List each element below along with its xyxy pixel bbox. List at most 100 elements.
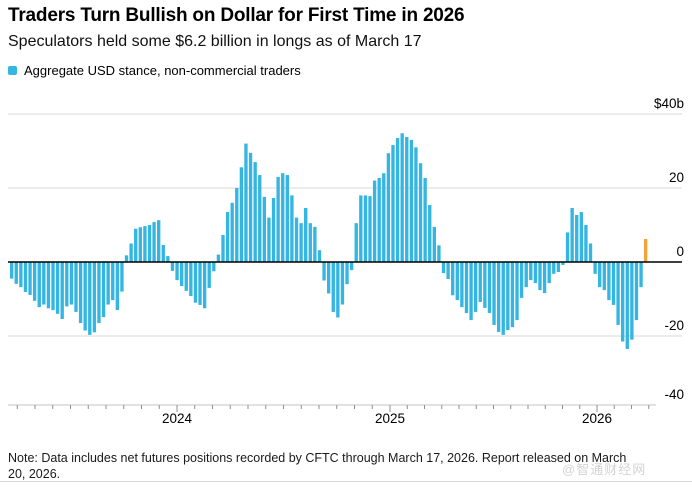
bar <box>198 262 202 305</box>
bottom-divider <box>0 481 692 482</box>
bar <box>515 262 519 321</box>
y-axis-label: -20 <box>664 318 684 333</box>
bar <box>216 254 221 262</box>
legend: Aggregate USD stance, non-commercial tra… <box>8 63 301 78</box>
bar <box>639 262 643 288</box>
y-axis-label: 20 <box>669 170 684 185</box>
bar <box>441 262 446 274</box>
bar <box>395 138 400 262</box>
bar <box>506 262 510 331</box>
bar <box>115 262 120 311</box>
bar <box>65 262 69 307</box>
bar <box>124 255 129 262</box>
bar <box>579 212 584 262</box>
bar <box>386 153 391 262</box>
bar <box>69 262 74 305</box>
bar <box>598 262 602 288</box>
bar <box>129 243 133 262</box>
bar <box>331 262 335 312</box>
bar <box>483 262 487 308</box>
bar <box>372 180 377 262</box>
bar <box>32 262 37 301</box>
bar <box>120 262 124 292</box>
bar <box>290 195 294 262</box>
legend-swatch-icon <box>8 66 17 75</box>
bar <box>538 262 542 291</box>
bar <box>51 262 55 311</box>
bar <box>19 262 23 288</box>
footer-note-line1: Note: Data includes net futures position… <box>8 451 627 465</box>
bar <box>487 262 492 314</box>
bar <box>101 262 106 318</box>
bar <box>276 176 280 262</box>
bar <box>285 175 289 262</box>
bar <box>134 228 138 262</box>
bar <box>23 262 28 292</box>
bar <box>207 262 211 288</box>
bar <box>55 262 60 314</box>
bar <box>37 262 41 308</box>
bar <box>258 175 262 262</box>
bar <box>561 262 565 265</box>
bar <box>423 178 427 262</box>
bar <box>170 262 175 271</box>
bar <box>437 245 441 262</box>
bar <box>221 234 225 262</box>
bar <box>492 262 496 325</box>
y-axis-label: $40b <box>654 96 684 111</box>
bar <box>414 147 418 262</box>
bar <box>625 262 629 349</box>
bar <box>391 145 395 262</box>
bar <box>363 195 368 262</box>
bar <box>92 262 97 333</box>
bar <box>460 262 464 308</box>
bar <box>524 262 528 288</box>
bar <box>621 262 625 342</box>
bar <box>262 196 267 262</box>
bar <box>299 223 303 262</box>
bar <box>189 262 193 297</box>
bar <box>179 262 184 287</box>
bar <box>340 262 345 305</box>
bar <box>529 262 533 281</box>
bar <box>78 262 83 324</box>
bar <box>267 217 271 262</box>
bar <box>382 173 386 262</box>
bar <box>175 262 179 281</box>
bar <box>510 262 515 328</box>
bar <box>451 262 455 296</box>
bar <box>157 220 161 262</box>
y-axis-label: -40 <box>664 387 684 402</box>
bar <box>630 262 634 340</box>
bar <box>248 152 253 262</box>
bar <box>336 262 340 318</box>
bar <box>501 262 505 335</box>
bar <box>455 262 459 301</box>
bar <box>519 262 524 298</box>
bar <box>138 227 142 262</box>
bar <box>552 262 556 274</box>
bar <box>322 262 326 281</box>
bar <box>235 188 239 262</box>
bar <box>304 207 308 262</box>
bar <box>547 262 551 284</box>
chart: 2024 2025 2026 $40b 20 0 -20 -40 <box>0 90 692 435</box>
bar <box>473 262 478 312</box>
bar <box>152 222 156 262</box>
bar <box>570 207 574 262</box>
bar <box>634 262 639 321</box>
bar <box>74 262 78 312</box>
bar <box>496 262 501 332</box>
bar <box>83 262 87 331</box>
bar <box>60 262 64 319</box>
legend-label: Aggregate USD stance, non-commercial tra… <box>24 63 301 78</box>
bar <box>446 262 450 280</box>
bar <box>166 256 170 262</box>
bar <box>584 225 588 262</box>
page-subtitle: Speculators held some $6.2 billion in lo… <box>8 33 422 50</box>
bar <box>409 139 414 262</box>
bar <box>244 143 248 262</box>
bar-highlight <box>643 239 648 262</box>
bar <box>271 197 276 262</box>
